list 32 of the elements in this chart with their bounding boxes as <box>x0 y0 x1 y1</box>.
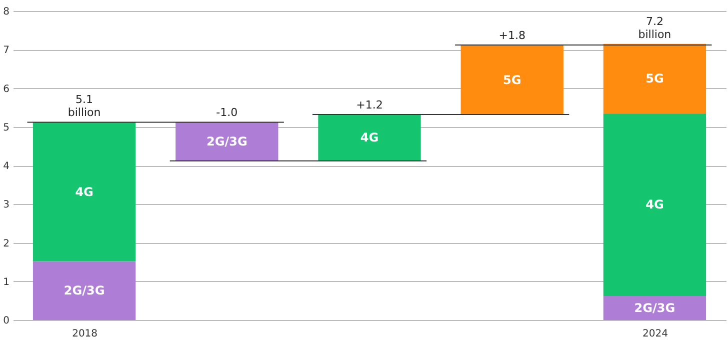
bar <box>32 122 136 262</box>
bar <box>460 44 564 115</box>
total-label: -1.0 <box>216 106 238 120</box>
total-label: +1.8 <box>498 28 526 42</box>
bar <box>603 113 706 296</box>
y-tick-label: 1 <box>3 276 10 288</box>
text: 2G/3G <box>206 134 248 149</box>
text: 4G <box>75 184 94 199</box>
text: 5G <box>646 72 664 86</box>
y-tick-label: 0 <box>3 316 10 326</box>
bar <box>603 296 706 320</box>
total-label: 7.2 billion <box>638 14 672 41</box>
bar <box>603 44 706 114</box>
total-label: 5.1 billion <box>68 93 101 120</box>
series-label: 2G/3G <box>634 301 676 316</box>
bar <box>32 261 136 320</box>
series-label: 4G <box>360 130 379 145</box>
y-tick-label: 7 <box>3 45 10 56</box>
bar <box>318 114 421 161</box>
x-tick-label: 2018 <box>72 328 98 340</box>
y-tick-label: 2 <box>3 238 10 250</box>
y-tick-label: 4 <box>3 161 10 172</box>
total-label: +1.2 <box>356 98 383 112</box>
text: 2G/3G <box>64 284 105 298</box>
y-tick-label: 6 <box>3 84 10 95</box>
y-tick-label: 5 <box>3 122 10 134</box>
x-tick-label: 2024 <box>642 328 668 340</box>
series-label: 5G <box>503 72 522 87</box>
y-tick-label: 3 <box>3 200 10 211</box>
y-tick-label: 8 <box>3 6 10 18</box>
bar <box>176 122 278 161</box>
text: 4G <box>646 198 664 212</box>
